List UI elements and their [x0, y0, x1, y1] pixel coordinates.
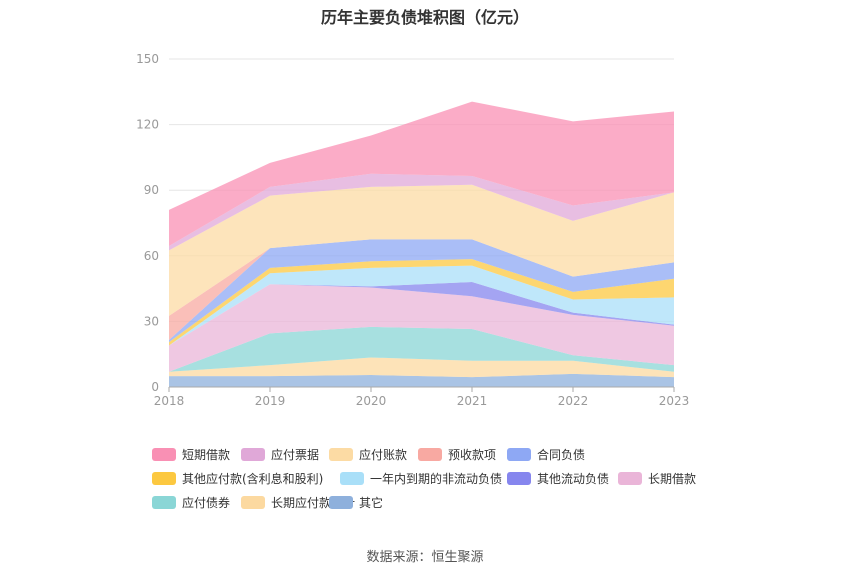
legend-label: 应付债券: [182, 496, 231, 510]
legend-label: 预收款项: [448, 448, 497, 462]
stacked-area-chart: 0 30 60 90 120 150 2018 2019 2020 2021 2022 2023: [136, 52, 690, 408]
legend-swatch: [152, 448, 176, 461]
chart-title: 历年主要负债堆积图（亿元）: [320, 8, 529, 27]
legend-label: 其他流动负债: [537, 472, 610, 486]
legend-swatch: [340, 472, 364, 485]
data-source: 数据来源：恒生聚源: [366, 550, 484, 565]
legend-item[interactable]: 应付账款: [329, 446, 407, 463]
area-series-11: [169, 101, 674, 246]
area-series-0: [169, 373, 674, 387]
area-series-2: [169, 326, 674, 372]
legend-item[interactable]: 预收款项: [418, 446, 496, 463]
legend-label: 合同负债: [537, 448, 586, 462]
legend-swatch: [241, 496, 265, 509]
legend-label: 其他应付款(含利息和股利): [182, 472, 324, 486]
area-series-1: [169, 357, 674, 378]
legend-label: 应付账款: [359, 448, 408, 462]
legend-swatch: [329, 496, 353, 509]
legend-swatch: [152, 496, 176, 509]
x-tick-label: 2023: [659, 394, 690, 408]
legend-item[interactable]: 其他应付款(含利息和股利): [152, 470, 323, 487]
legend-label: 短期借款: [182, 448, 231, 462]
x-tick-label: 2021: [457, 394, 488, 408]
legend-item[interactable]: 应付债券: [152, 494, 230, 511]
legend-swatch: [241, 448, 265, 461]
area-series-4: [169, 282, 674, 346]
legend-swatch: [329, 448, 353, 461]
legend-item[interactable]: 合同负债: [507, 446, 585, 463]
legend-item[interactable]: 其它: [329, 494, 383, 511]
legend-label: 其它: [359, 496, 384, 510]
y-axis-tick-labels: 0 30 60 90 120 150: [136, 52, 159, 394]
series-areas: [169, 101, 674, 387]
y-tick-label: 30: [144, 314, 159, 328]
legend-item[interactable]: 其他流动负债: [507, 470, 609, 487]
area-series-7: [169, 239, 674, 343]
legend-item[interactable]: 一年内到期的非流动负债: [340, 470, 502, 487]
legend-swatch: [418, 448, 442, 461]
x-axis: 2018 2019 2020 2021 2022 2023: [154, 386, 690, 408]
x-tick-label: 2018: [154, 394, 185, 408]
y-tick-label: 60: [144, 249, 159, 263]
area-series-9: [169, 184, 674, 316]
legend-item[interactable]: 长期借款: [618, 470, 696, 487]
x-tick-label: 2019: [255, 394, 286, 408]
legend-swatch: [507, 472, 531, 485]
legend-item[interactable]: 应付票据: [241, 446, 319, 463]
y-tick-label: 90: [144, 183, 159, 197]
x-tick-label: 2020: [356, 394, 387, 408]
legend-item[interactable]: 短期借款: [152, 446, 230, 463]
legend-swatch: [507, 448, 531, 461]
area-series-3: [169, 284, 674, 372]
area-series-10: [169, 173, 674, 251]
y-tick-label: 0: [151, 380, 159, 394]
area-series-5: [169, 265, 674, 346]
x-tick-label: 2022: [558, 394, 589, 408]
legend-swatch: [152, 472, 176, 485]
legend-label: 一年内到期的非流动负债: [370, 472, 503, 486]
y-tick-label: 120: [136, 118, 159, 132]
legend-swatch: [618, 472, 642, 485]
legend-label: 长期借款: [648, 472, 697, 486]
y-tick-label: 150: [136, 52, 159, 66]
legend-label: 应付票据: [271, 448, 320, 462]
